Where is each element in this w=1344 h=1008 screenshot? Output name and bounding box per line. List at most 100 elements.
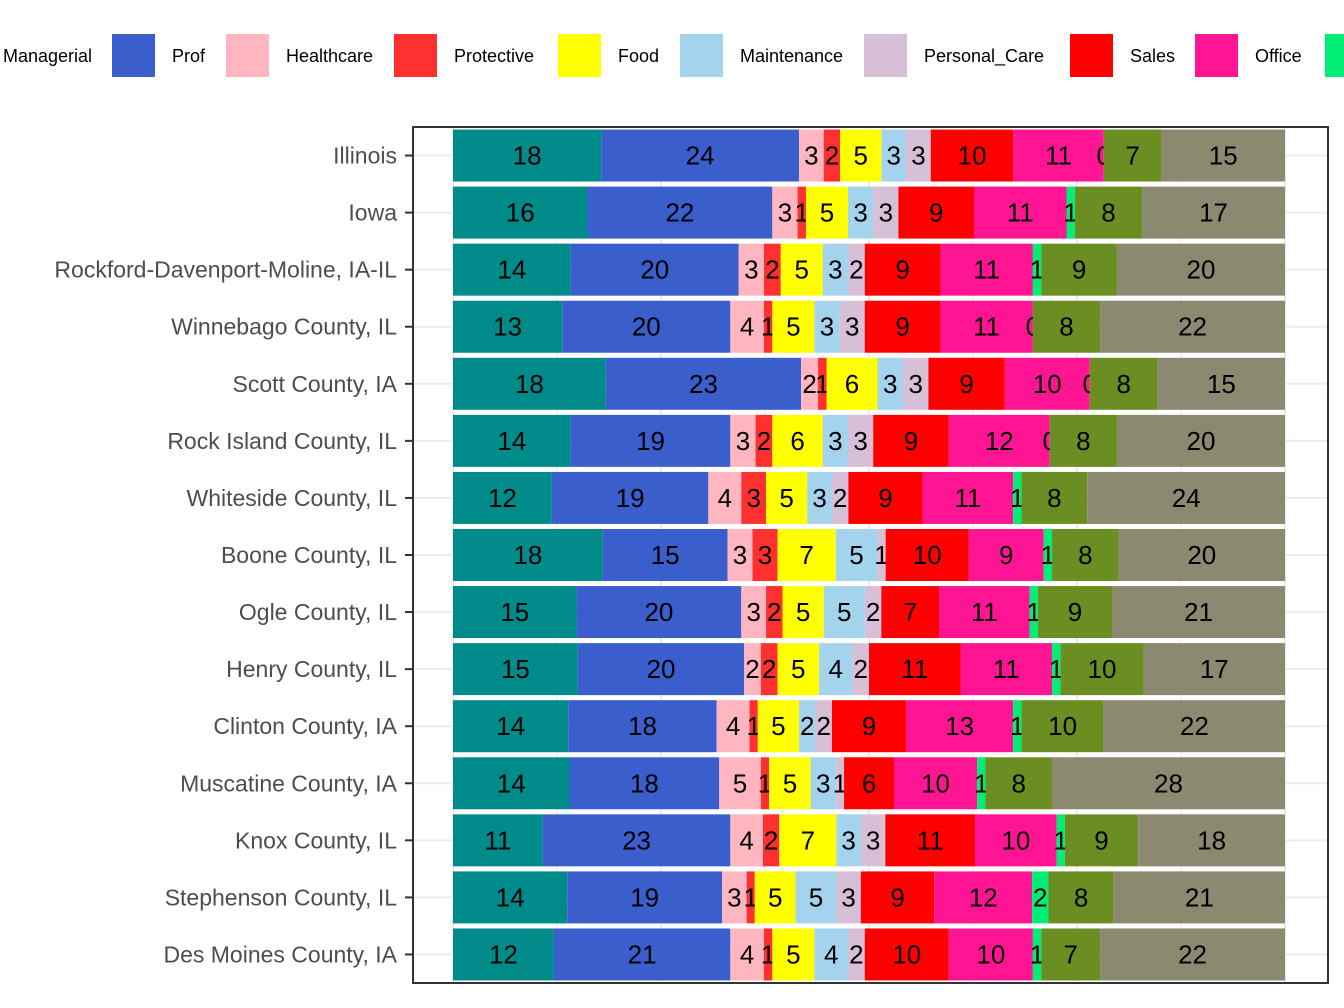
value-label: 11	[901, 654, 928, 684]
bar-segment	[562, 300, 731, 353]
value-label: 10	[892, 939, 921, 969]
value-label: 3	[845, 312, 859, 342]
value-label: 18	[515, 369, 544, 399]
bar-segment	[780, 243, 823, 296]
bar-segment	[810, 757, 836, 810]
value-label: 8	[1047, 483, 1061, 513]
y-tick-label: Knox County, IL	[235, 827, 397, 853]
value-label: 2	[802, 369, 816, 399]
bar-segment	[847, 243, 865, 296]
bar-segment	[453, 928, 554, 981]
value-label: 9	[862, 711, 876, 741]
value-label: 2	[833, 483, 847, 513]
bar-segment	[1103, 129, 1162, 182]
value-label: 5	[837, 597, 851, 627]
value-label: 5	[771, 711, 785, 741]
value-label: 9	[904, 426, 918, 456]
bar-segment	[1100, 300, 1285, 353]
bar-segment	[840, 129, 882, 182]
value-label: 4	[726, 711, 740, 741]
value-label: 3	[746, 483, 760, 513]
value-label: 10	[1033, 369, 1062, 399]
bar-segment	[835, 529, 878, 581]
bar-segment	[542, 814, 731, 867]
y-tick-label: Whiteside County, IL	[186, 485, 397, 511]
bar-segment	[839, 300, 865, 353]
bar-segment	[819, 643, 853, 696]
bar-segment	[1112, 586, 1285, 639]
value-label: 16	[506, 198, 535, 228]
bar-segment	[760, 757, 770, 810]
bar-segment	[1041, 928, 1101, 981]
bar-segment	[453, 357, 606, 410]
value-label: 22	[1178, 312, 1207, 342]
value-label: 5	[820, 198, 834, 228]
bar-segment	[551, 471, 709, 524]
value-label: 3	[812, 483, 826, 513]
bar-segment	[760, 643, 778, 696]
value-label: 1	[1027, 597, 1041, 627]
value-label: 3	[828, 426, 842, 456]
value-label: 1	[1063, 198, 1077, 228]
value-label: 3	[911, 141, 925, 171]
legend-label: Protective	[454, 46, 534, 66]
y-tick-label: Scott County, IA	[233, 371, 398, 397]
value-label: 13	[493, 312, 522, 342]
y-tick-label: Des Moines County, IA	[163, 941, 397, 967]
value-label: 2	[853, 654, 867, 684]
bar-segment	[1049, 414, 1117, 467]
value-label: 20	[644, 597, 673, 627]
bar-segment	[1029, 586, 1038, 639]
value-label: 9	[895, 312, 909, 342]
bar-segment	[567, 871, 723, 924]
value-label: 5	[768, 882, 782, 912]
value-label: 12	[985, 426, 1014, 456]
value-label: 14	[496, 882, 525, 912]
bar-segment	[1052, 529, 1119, 581]
bar-segment	[1103, 700, 1285, 753]
bar-segment	[730, 814, 763, 867]
bar-segment	[577, 643, 745, 696]
bar-segment	[985, 757, 1053, 810]
y-tick-label: Illinois	[333, 143, 397, 169]
bar-segment	[864, 928, 949, 981]
value-label: 2	[1033, 882, 1047, 912]
value-label: 3	[841, 825, 855, 855]
bar-segment	[831, 471, 849, 524]
bar-segment	[772, 928, 815, 981]
bar-segment	[453, 414, 571, 467]
bar-segment	[752, 529, 778, 581]
value-label: 18	[628, 711, 657, 741]
legend-label: Maintenance	[740, 46, 843, 66]
bar-segment	[1021, 700, 1104, 753]
value-label: 1	[1010, 483, 1024, 513]
bar-segment	[453, 471, 552, 524]
value-label: 11	[1045, 141, 1072, 171]
value-label: 3	[736, 426, 750, 456]
bar-segment	[801, 357, 819, 410]
bar-segment	[797, 186, 806, 239]
legend-label: Personal_Care	[924, 46, 1044, 67]
value-label: 10	[1087, 654, 1116, 684]
value-label: 18	[513, 540, 542, 570]
bar-segment	[777, 529, 836, 581]
value-label: 6	[790, 426, 804, 456]
bar-segment	[898, 186, 975, 239]
legend-key	[1195, 34, 1238, 77]
bar-segment	[1052, 643, 1061, 696]
bar-segment	[1074, 186, 1143, 239]
value-label: 2	[767, 597, 781, 627]
bar-segment	[873, 186, 899, 239]
bar-segment	[968, 529, 1044, 581]
bar-segment	[744, 643, 761, 696]
bar-segment	[877, 357, 903, 410]
bar-segment	[772, 300, 815, 353]
value-label: 1	[1030, 939, 1044, 969]
bar-segment	[1048, 871, 1114, 924]
value-label: 15	[1207, 369, 1236, 399]
value-label: 5	[783, 768, 797, 798]
value-label: 10	[976, 939, 1005, 969]
bar-segment	[881, 586, 940, 639]
value-label: 1	[758, 768, 772, 798]
bar-segment	[763, 300, 773, 353]
